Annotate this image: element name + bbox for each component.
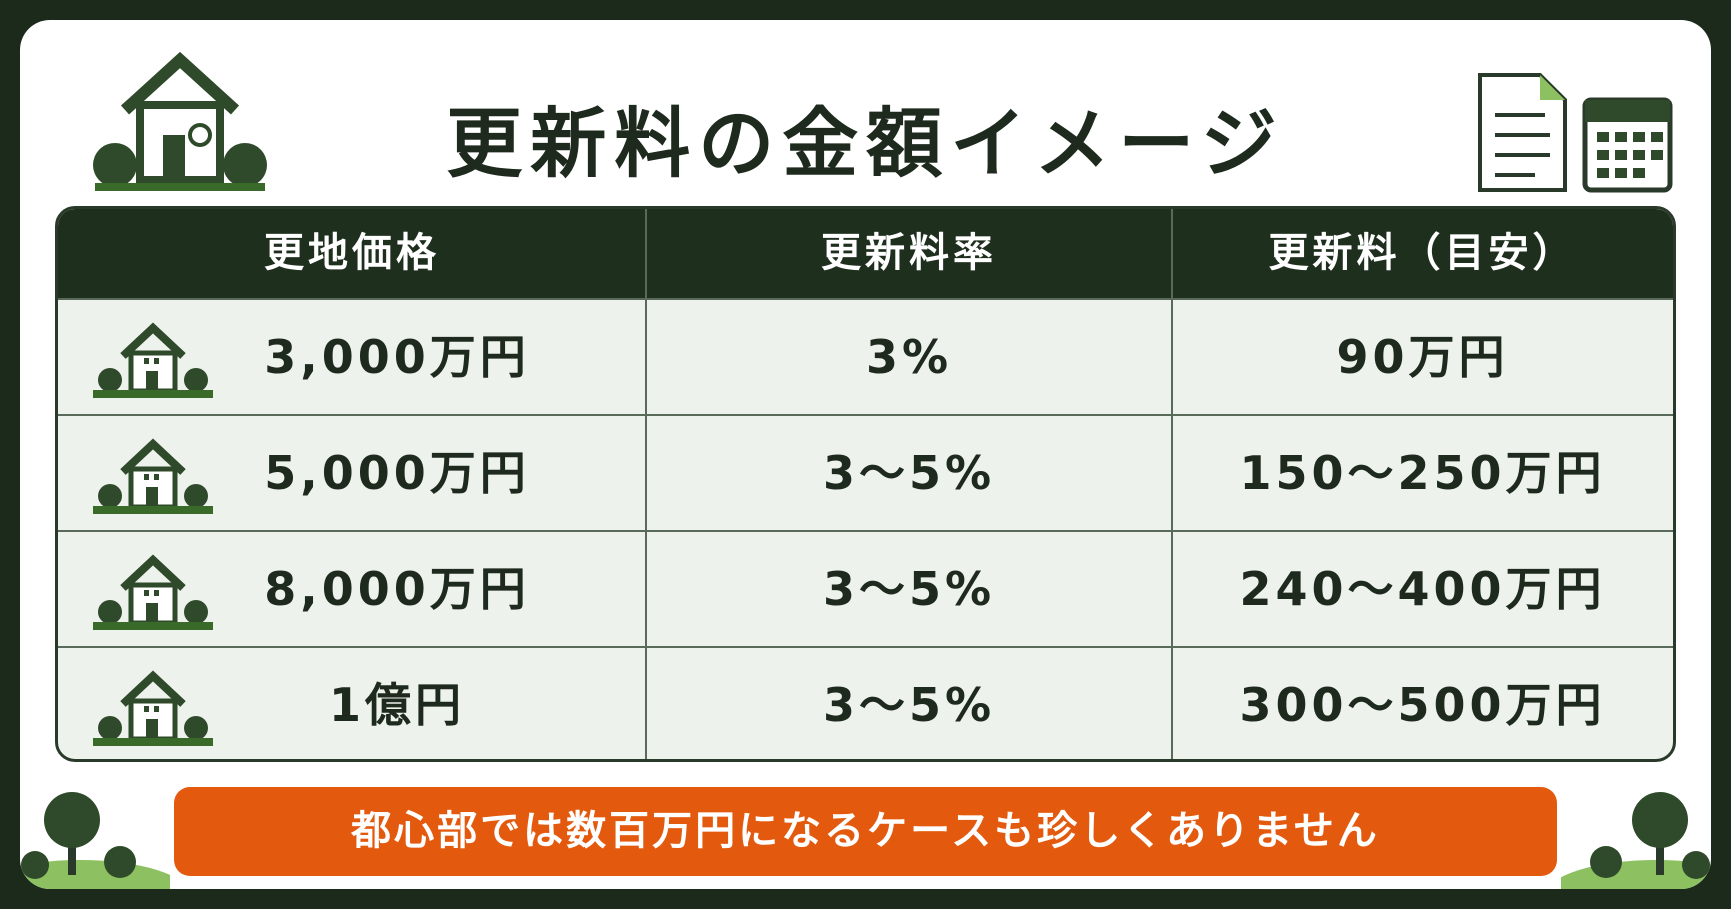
table-cell: 3～5%: [822, 678, 996, 732]
header-cell: 更地価格: [264, 230, 440, 276]
document-calendar-icons: [1478, 73, 1673, 193]
table-cell: 240～400万円: [1239, 562, 1606, 616]
table-cell: 90万円: [1336, 330, 1509, 384]
table-cell: 3,000万円: [264, 330, 530, 384]
column-divider: [645, 209, 647, 759]
table-row: 5,000万円 3～5% 150～250万円: [58, 414, 1673, 531]
house-icon: [88, 318, 218, 404]
table-cell: 3～5%: [822, 446, 996, 500]
header-cell: 更新料（目安）: [1268, 230, 1577, 276]
table-cell: 300～500万円: [1239, 678, 1606, 732]
table-row: 3,000万円 3% 90万円: [58, 298, 1673, 415]
table-row: 8,000万円 3～5% 240～400万円: [58, 530, 1673, 647]
table-cell: 150～250万円: [1239, 446, 1606, 500]
table-cell: 3～5%: [822, 562, 996, 616]
table-cell: 8,000万円: [264, 562, 530, 616]
header-row: 更地価格 更新料率 更新料（目安）: [58, 209, 1673, 298]
house-icon: [88, 434, 218, 520]
table-cell: 3%: [865, 330, 953, 384]
note-banner: 都心部では数百万円になるケースも珍しくありません: [174, 787, 1557, 876]
price-table: 更地価格 更新料率 更新料（目安） 3,000万円 3% 90万円 5,000万円 3～5% 1…: [55, 206, 1676, 762]
column-divider: [1171, 209, 1173, 759]
tree-left: [20, 792, 170, 889]
table-cell: 1億円: [328, 678, 465, 732]
house-icon: [88, 550, 218, 636]
table-cell: 5,000万円: [264, 446, 530, 500]
table-row: 1億円 3～5% 300～500万円: [58, 646, 1673, 759]
tree-right: [1561, 792, 1711, 889]
house-icon: [88, 666, 218, 752]
card: 更新料の金額イメージ 更地価格 更新料率 更新料（目安） 3,000万円 3% 90万円 5…: [20, 20, 1711, 889]
title: 更新料の金額イメージ: [446, 99, 1285, 188]
header-cell: 更新料率: [821, 230, 997, 276]
house-illustration: [93, 51, 267, 191]
